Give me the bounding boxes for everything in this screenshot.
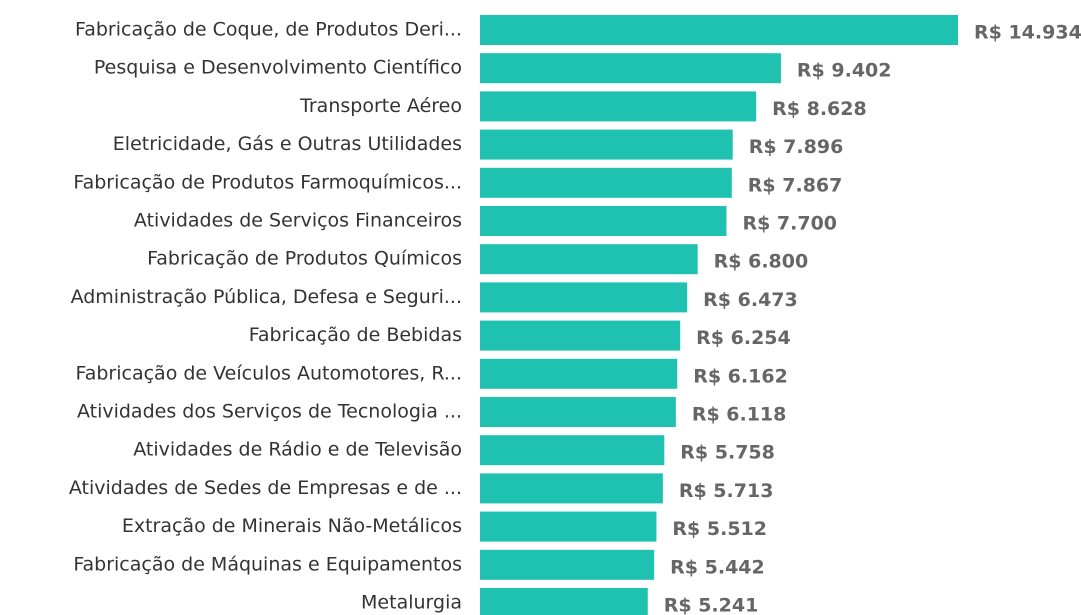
value-label: R$ 6.118 bbox=[692, 404, 787, 426]
value-label: R$ 5.758 bbox=[680, 442, 775, 464]
category-label: Transporte Aéreo bbox=[299, 95, 462, 117]
bar bbox=[480, 167, 732, 198]
value-label: R$ 5.241 bbox=[664, 595, 759, 615]
value-label: R$ 6.800 bbox=[714, 251, 809, 273]
value-label: R$ 8.628 bbox=[772, 98, 867, 120]
category-label: Atividades de Serviços Financeiros bbox=[134, 210, 462, 232]
category-label: Metalurgia bbox=[361, 592, 462, 614]
bar bbox=[480, 473, 663, 504]
value-label: R$ 14.934 bbox=[974, 22, 1081, 44]
bar bbox=[480, 511, 657, 542]
bar bbox=[480, 549, 655, 580]
category-label: Fabricação de Produtos Farmoquímicos... bbox=[73, 171, 462, 193]
category-label: Fabricação de Bebidas bbox=[249, 324, 462, 346]
category-label: Fabricação de Veículos Automotores, R... bbox=[76, 362, 462, 384]
category-label: Atividades de Rádio e de Televisão bbox=[133, 439, 462, 461]
bar bbox=[480, 91, 757, 122]
category-label: Pesquisa e Desenvolvimento Científico bbox=[94, 57, 462, 79]
bar bbox=[480, 244, 698, 275]
bar bbox=[480, 53, 781, 84]
bar bbox=[480, 15, 958, 45]
bar bbox=[480, 206, 727, 236]
value-label: R$ 9.402 bbox=[797, 60, 892, 82]
value-label: R$ 6.473 bbox=[703, 289, 798, 311]
value-label: R$ 5.512 bbox=[672, 518, 767, 540]
category-label: Fabricação de Coque, de Produtos Deri... bbox=[75, 19, 462, 41]
value-label: R$ 7.867 bbox=[748, 174, 843, 196]
value-label: R$ 6.254 bbox=[696, 327, 791, 349]
value-label: R$ 5.713 bbox=[679, 480, 774, 502]
category-label: Administração Pública, Defesa e Seguri..… bbox=[71, 286, 462, 308]
category-label: Fabricação de Máquinas e Equipamentos bbox=[73, 553, 462, 575]
bar bbox=[480, 129, 733, 160]
value-label: R$ 7.896 bbox=[749, 136, 844, 158]
value-label: R$ 5.442 bbox=[670, 556, 765, 578]
bar bbox=[480, 320, 681, 351]
bar bbox=[480, 282, 688, 313]
category-label: Atividades de Sedes de Empresas e de ... bbox=[69, 477, 462, 499]
category-label: Atividades dos Serviços de Tecnologia ..… bbox=[77, 401, 462, 423]
category-label: Fabricação de Produtos Químicos bbox=[147, 248, 462, 270]
bar bbox=[480, 435, 665, 466]
value-label: R$ 7.700 bbox=[742, 213, 837, 235]
bar bbox=[480, 397, 676, 427]
value-label: R$ 6.162 bbox=[693, 365, 788, 387]
category-label: Eletricidade, Gás e Outras Utilidades bbox=[113, 133, 462, 155]
bar bbox=[480, 588, 648, 615]
category-label: Extração de Minerais Não-Metálicos bbox=[122, 515, 462, 537]
bar bbox=[480, 358, 678, 389]
